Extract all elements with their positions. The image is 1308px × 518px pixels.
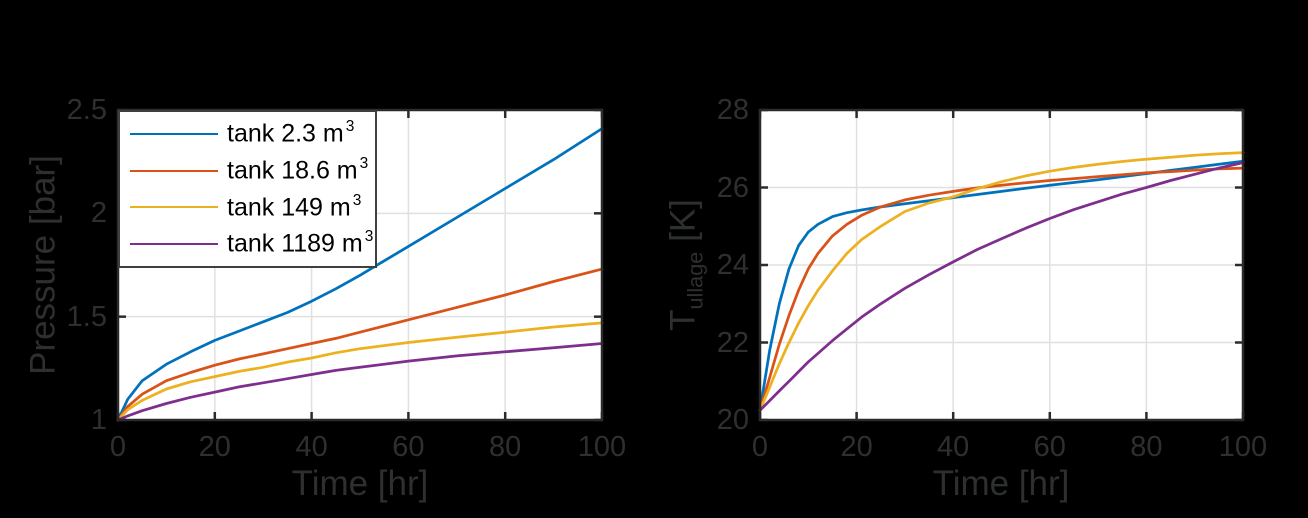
x-tick-label: 60 <box>1033 431 1066 463</box>
y-tick-label: 26 <box>716 171 749 204</box>
temperature-line-tank-1189 <box>758 161 1245 412</box>
x-tick-label: 80 <box>1130 431 1163 463</box>
x-tick-label: 0 <box>109 431 127 463</box>
axes-box <box>758 108 1245 422</box>
x-tick-label: 0 <box>751 431 769 463</box>
x-tick-label: 20 <box>198 431 231 463</box>
temperature-line-tank-149 <box>758 151 1245 412</box>
temperature-line-tank-18p6 <box>758 166 1245 412</box>
x-tick-label: 20 <box>840 431 873 463</box>
legend-label-superscript: 3 <box>359 154 369 172</box>
legend-label-superscript: 3 <box>352 191 362 209</box>
y-tick-label: 1 <box>90 404 107 436</box>
legend-label-superscript: 3 <box>345 118 355 136</box>
legend-line-sample <box>130 132 218 135</box>
y-tick-label: 2 <box>90 197 107 230</box>
x-tick-label: 40 <box>295 431 328 463</box>
legend: tank 2.3 m 3 tank 18.6 m 3 tank 149 m 3 tank 1… <box>118 110 377 268</box>
legend-line-sample <box>130 206 218 209</box>
x-tick-label: 100 <box>1218 431 1268 463</box>
ylabel-unit: [K] <box>663 199 703 252</box>
temperature-chart-svg <box>758 108 1245 422</box>
y-tick-label: 22 <box>716 326 749 359</box>
y-tick-label: 20 <box>716 404 749 436</box>
y-tick-label: 2.5 <box>66 94 107 126</box>
legend-line-sample <box>130 169 218 172</box>
temperature-y-axis-label: Tullage [K] <box>664 199 709 331</box>
y-tick-label: 1.5 <box>66 300 107 333</box>
legend-line-sample <box>130 242 218 245</box>
y-tick-label: 28 <box>716 94 749 126</box>
y-tick-label: 24 <box>716 249 749 281</box>
temperature-x-axis-label: Time [hr] <box>932 464 1070 503</box>
pressure-line-tank-18p6 <box>116 267 604 422</box>
pressure-x-axis-label: Time [hr] <box>291 464 429 503</box>
x-tick-label: 100 <box>577 431 627 463</box>
x-tick-label: 60 <box>392 431 425 463</box>
x-tick-label: 40 <box>937 431 970 463</box>
pressure-line-tank-1189 <box>116 342 604 422</box>
ylabel-subscript: ullage <box>682 251 708 310</box>
pressure-line-tank-149 <box>116 321 604 422</box>
legend-label-superscript: 3 <box>364 228 374 246</box>
x-tick-label: 80 <box>489 431 522 463</box>
ylabel-text: T <box>663 309 703 331</box>
pressure-line-tank-2p3 <box>116 127 604 422</box>
